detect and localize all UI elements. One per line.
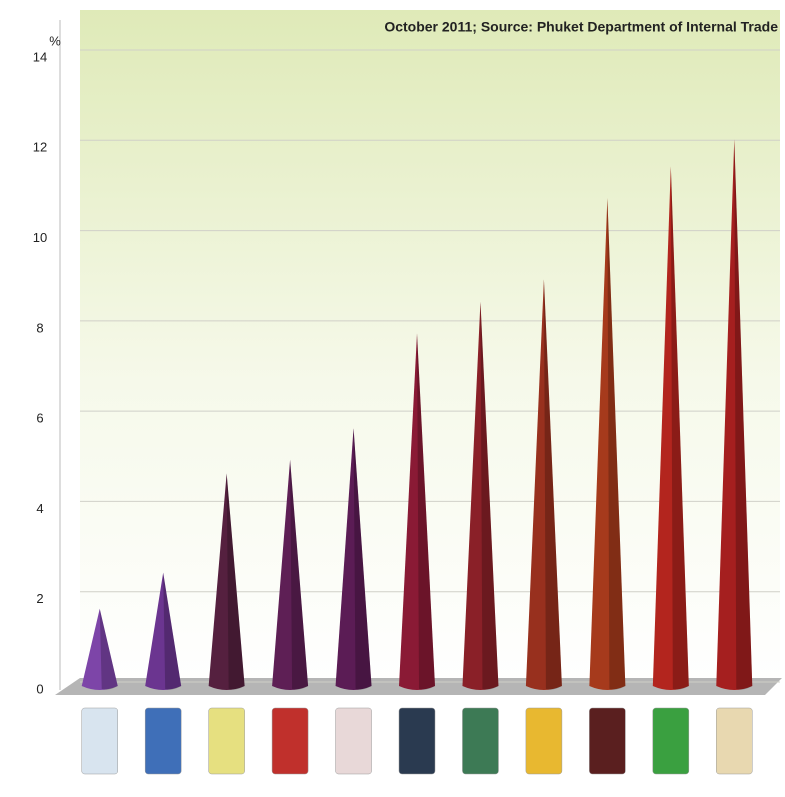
- cone-shade: [226, 473, 245, 690]
- cone-shade: [543, 279, 562, 690]
- y-tick-label: 2: [36, 591, 43, 606]
- y-tick-label: 10: [33, 230, 47, 245]
- product-image: [335, 707, 372, 775]
- y-tick-label: 8: [36, 320, 43, 335]
- cone: [145, 572, 182, 690]
- product-image: [81, 707, 118, 775]
- product-image: [589, 707, 626, 775]
- cone-shade: [99, 608, 118, 690]
- cone-shade: [417, 333, 435, 690]
- y-tick-label: 14: [33, 49, 47, 64]
- cone-shade: [163, 572, 182, 690]
- cone-shade: [290, 459, 309, 690]
- product-image: [144, 707, 182, 775]
- cone: [716, 139, 753, 690]
- y-tick-label: 6: [36, 411, 43, 426]
- cone-shade: [353, 428, 372, 690]
- chart-title: October 2011; Source: Phuket Department …: [384, 19, 778, 35]
- cone: [462, 301, 499, 690]
- cone: [208, 473, 245, 690]
- product-image: [398, 707, 436, 775]
- cone: [652, 166, 689, 691]
- product-image: [208, 707, 245, 775]
- cone: [81, 608, 118, 690]
- cone: [335, 428, 372, 690]
- y-tick-label: 4: [36, 501, 43, 516]
- cone: [399, 333, 435, 690]
- product-image: [271, 707, 309, 775]
- y-tick-label: 12: [33, 140, 47, 155]
- cone: [525, 279, 562, 690]
- cone: [589, 197, 626, 690]
- y-axis-label: %: [49, 33, 61, 48]
- y-tick-label: 0: [36, 681, 43, 696]
- cone-shade: [607, 197, 626, 690]
- cone-shade: [480, 301, 499, 690]
- cone-shade: [734, 139, 753, 690]
- cone: [272, 459, 309, 690]
- product-image: [525, 707, 563, 775]
- product-image: [716, 707, 753, 775]
- product-image: [462, 707, 499, 775]
- product-image: [652, 707, 690, 775]
- cone-shade: [670, 166, 689, 690]
